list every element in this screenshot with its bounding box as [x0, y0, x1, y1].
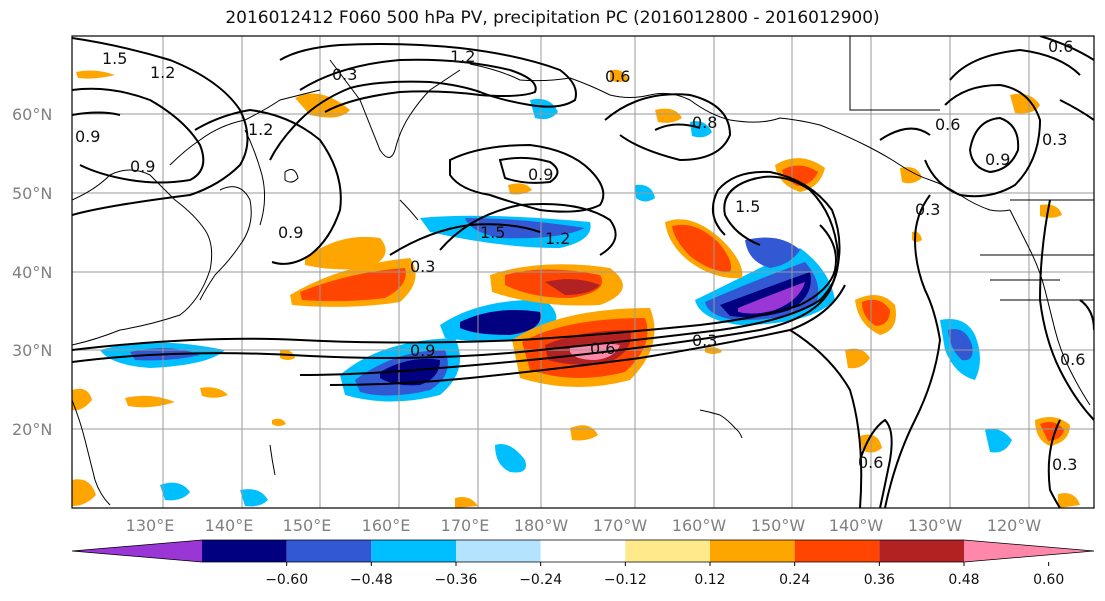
colorbar-tick-label: 0.60 [1033, 572, 1064, 588]
colorbar-swatch [72, 540, 202, 562]
colorbar-swatch [625, 540, 710, 562]
map-frame [71, 35, 1095, 509]
lat-label: 20°N [12, 420, 52, 439]
colorbar-swatch [540, 540, 626, 562]
colorbar-tick-label: 0.48 [948, 572, 979, 588]
contour-label: 0.3 [692, 331, 717, 350]
lon-label: 150°W [751, 516, 806, 535]
lon-label: 130°E [126, 516, 175, 535]
map-title: 2016012412 F060 500 hPa PV, precipitatio… [225, 8, 880, 28]
colorbar-swatch [286, 540, 372, 562]
contour-label: 1.2 [545, 229, 570, 248]
precip-positive-shading [72, 69, 1080, 508]
lon-label: 120°W [987, 516, 1042, 535]
lat-label: 30°N [12, 341, 52, 360]
colorbar-tick-label: −0.24 [519, 572, 562, 588]
lon-label: 160°W [672, 516, 727, 535]
lon-label: 180°W [514, 516, 569, 535]
lat-label: 40°N [12, 263, 52, 282]
contour-label: 0.6 [1060, 350, 1085, 369]
contour-label: 0.6 [858, 453, 883, 472]
colorbar-swatch [371, 540, 456, 562]
contour-label: 0.6 [935, 115, 960, 134]
colorbar-swatch [202, 540, 287, 562]
contour-label: 1.5 [735, 197, 760, 216]
contour-label: 0.9 [278, 223, 303, 242]
colorbar-tick-label: 0.36 [864, 572, 895, 588]
coastlines [72, 36, 1094, 506]
colorbar-tick-label: −0.12 [604, 572, 647, 588]
pv-contours [72, 36, 1094, 508]
contour-label: 0.3 [332, 65, 357, 84]
colorbar-outline [71, 539, 1095, 563]
colorbar: −0.60 −0.48 −0.36 −0.24 −0.12 0.12 0.24 0.36 0.4… [71, 539, 1095, 588]
colorbar-tick-label: −0.36 [435, 572, 478, 588]
lon-label: 140°E [205, 516, 254, 535]
contour-label: 1.2 [450, 47, 475, 66]
contour-labels: 1.5 1.2 0.3 1.2 0.6 0.9 1.2 0.9 0.9 0.8 … [75, 37, 1085, 474]
lon-label: 170°W [593, 516, 648, 535]
contour-label: 0.3 [1052, 455, 1077, 474]
contour-label: 0.8 [692, 113, 717, 132]
contour-label: 0.6 [605, 67, 630, 86]
colorbar-swatch [710, 540, 795, 562]
contour-label: 0.9 [410, 341, 435, 360]
colorbar-swatch [879, 540, 964, 562]
latitude-labels: 60°N 50°N 40°N 30°N 20°N [12, 105, 52, 439]
contour-label: 0.9 [528, 165, 553, 184]
contour-label: 0.9 [130, 157, 155, 176]
contour-label: 1.2 [150, 63, 175, 82]
colorbar-swatch [456, 540, 541, 562]
longitude-labels: 130°E 140°E 150°E 160°E 170°E 180°W 170°… [126, 516, 1042, 535]
colorbar-tick-label: 0.12 [694, 572, 725, 588]
colorbar-tick-label: −0.60 [265, 572, 308, 588]
colorbar-swatch [794, 540, 880, 562]
lon-label: 140°W [829, 516, 884, 535]
contour-label: 0.6 [590, 339, 615, 358]
contour-label: 0.6 [1048, 37, 1073, 56]
contour-label: 0.3 [410, 257, 435, 276]
colorbar-tick-label: 0.24 [779, 572, 810, 588]
colorbar-swatch [964, 540, 1094, 562]
contour-label: 0.9 [75, 127, 100, 146]
contour-label: 0.3 [915, 200, 940, 219]
lat-label: 60°N [12, 105, 52, 124]
contour-label: 1.5 [480, 223, 505, 242]
map-area: 1.5 1.2 0.3 1.2 0.6 0.9 1.2 0.9 0.9 0.8 … [72, 36, 1094, 508]
contour-label: 1.2 [248, 120, 273, 139]
colorbar-tick-label: −0.48 [350, 572, 393, 588]
contour-label: 0.9 [985, 150, 1010, 169]
lat-label: 50°N [12, 184, 52, 203]
contour-label: 1.5 [102, 49, 127, 68]
lon-label: 130°W [908, 516, 963, 535]
lon-label: 170°E [441, 516, 490, 535]
lon-label: 150°E [283, 516, 332, 535]
lon-label: 160°E [362, 516, 411, 535]
contour-label: 0.3 [1042, 130, 1067, 149]
